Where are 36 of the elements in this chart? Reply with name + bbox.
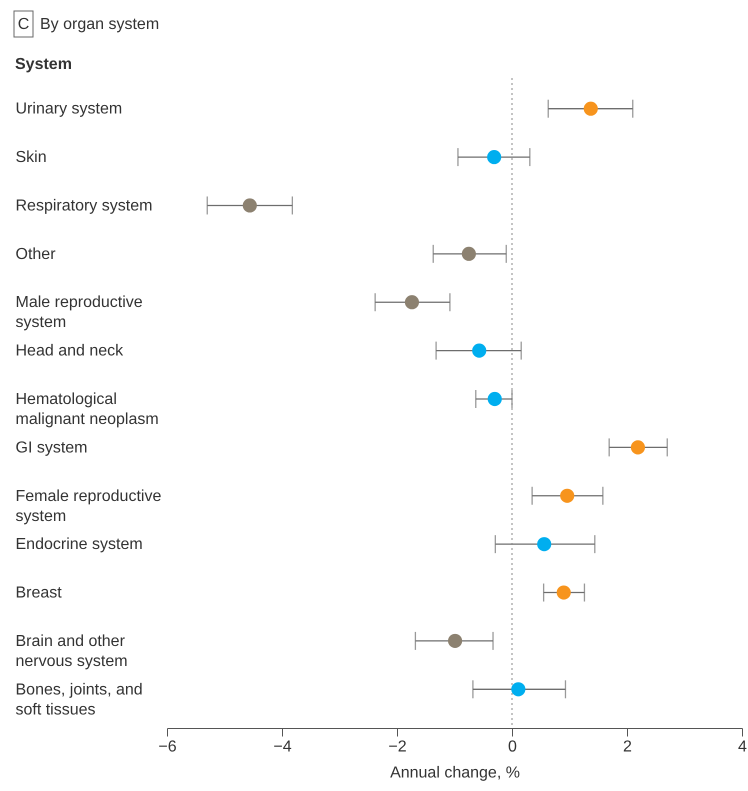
y-tick-label: Hematological malignant neoplasm bbox=[16, 391, 159, 428]
x-tick-label: −2 bbox=[388, 738, 407, 756]
point bbox=[560, 488, 574, 503]
x-tick-label: 2 bbox=[623, 738, 632, 756]
point bbox=[537, 537, 552, 552]
point bbox=[404, 295, 420, 310]
point bbox=[448, 634, 462, 648]
x-axis-title: Annual change, % bbox=[390, 764, 520, 782]
point bbox=[584, 102, 598, 116]
point bbox=[242, 198, 257, 213]
point bbox=[488, 392, 502, 406]
y-tick-label: Skin bbox=[16, 149, 47, 166]
x-tick-label: 0 bbox=[508, 738, 518, 756]
y-tick-label: Brain and other nervous system bbox=[16, 632, 128, 670]
y-tick-label: Other bbox=[16, 246, 56, 263]
y-tick-label: Head and neck bbox=[16, 342, 124, 360]
y-tick-label: GI system bbox=[16, 439, 88, 456]
point bbox=[630, 440, 645, 454]
chart-title: By organ system bbox=[40, 16, 160, 33]
point bbox=[487, 150, 502, 164]
text: C bbox=[18, 16, 30, 33]
point bbox=[472, 344, 486, 358]
y-tick-label: Male reproductive system bbox=[16, 294, 143, 332]
y-tick-label: Breast bbox=[16, 584, 62, 602]
y-axis-title: System bbox=[15, 56, 72, 73]
y-tick-label: Endocrine system bbox=[16, 536, 143, 554]
y-tick-label: Female reproductive system bbox=[16, 488, 162, 525]
y-tick-label: Respiratory system bbox=[16, 197, 152, 214]
x-tick-label: −4 bbox=[273, 738, 292, 756]
point bbox=[462, 246, 476, 261]
x-tick-label: 4 bbox=[738, 738, 748, 756]
point bbox=[511, 682, 526, 696]
point bbox=[556, 585, 571, 600]
y-tick-label: Urinary system bbox=[16, 100, 122, 118]
y-tick-label: Bones, joints, and soft tissues bbox=[16, 681, 143, 718]
x-tick-label: −6 bbox=[158, 738, 177, 756]
